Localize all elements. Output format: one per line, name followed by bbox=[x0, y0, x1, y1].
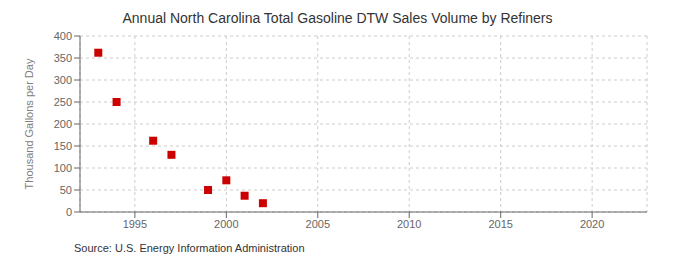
svg-text:2005: 2005 bbox=[306, 218, 330, 230]
svg-text:200: 200 bbox=[54, 118, 72, 130]
svg-text:1995: 1995 bbox=[123, 218, 147, 230]
svg-text:0: 0 bbox=[66, 206, 72, 218]
html-text:Source: U.S. Energy Informatio: Source: U.S. Energy Information Administ… bbox=[74, 242, 305, 254]
svg-text:100: 100 bbox=[54, 162, 72, 174]
svg-text:2015: 2015 bbox=[488, 218, 512, 230]
svg-text:50: 50 bbox=[60, 184, 72, 196]
html-text:Annual North Carolina Total Ga: Annual North Carolina Total Gasoline DTW… bbox=[122, 10, 553, 26]
svg-text:2020: 2020 bbox=[580, 218, 604, 230]
svg-text:150: 150 bbox=[54, 140, 72, 152]
svg-text:Thousand Gallons per Day: Thousand Gallons per Day bbox=[23, 58, 35, 189]
svg-text:2010: 2010 bbox=[397, 218, 421, 230]
svg-text:400: 400 bbox=[54, 30, 72, 42]
svg-text:2000: 2000 bbox=[214, 218, 238, 230]
svg-text:300: 300 bbox=[54, 74, 72, 86]
svg-text:350: 350 bbox=[54, 52, 72, 64]
svg-text:250: 250 bbox=[54, 96, 72, 108]
